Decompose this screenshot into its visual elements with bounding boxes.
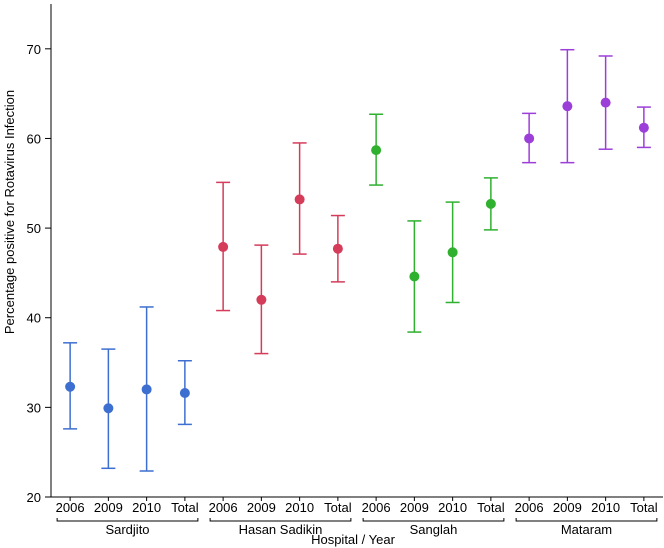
data-point [256, 294, 267, 305]
data-point [218, 241, 229, 252]
x-tick-label: 2009 [94, 500, 123, 515]
y-tick-label: 20 [27, 490, 41, 505]
data-point [179, 388, 190, 399]
y-tick-label: 30 [27, 400, 41, 415]
x-tick-label: 2010 [438, 500, 467, 515]
x-tick-label: 2010 [132, 500, 161, 515]
group-label: Mataram [561, 522, 612, 537]
x-tick-label: 2006 [209, 500, 238, 515]
data-point [562, 101, 573, 112]
group-label: Sanglah [410, 522, 458, 537]
data-point [371, 145, 382, 156]
x-axis: 2006 2009 2010 Total Sardjito 2006 2009 2010 Tot… [51, 496, 663, 537]
x-tick-label: 2009 [553, 500, 582, 515]
plot-marks [63, 48, 651, 472]
data-point [65, 381, 76, 392]
data-point [294, 194, 305, 205]
x-tick-label: Total [630, 500, 658, 515]
data-point [638, 122, 649, 133]
group-bracket [515, 518, 658, 522]
data-point [447, 247, 458, 258]
x-tick-label: Total [477, 500, 505, 515]
group-bracket [362, 518, 505, 522]
x-tick-label: 2006 [362, 500, 391, 515]
data-point [485, 198, 496, 209]
y-tick-label: 40 [27, 311, 41, 326]
x-tick-label: 2010 [591, 500, 620, 515]
group-label: Sardjito [105, 522, 149, 537]
y-axis-title: Percentage positive for Rotavirus Infect… [2, 90, 17, 334]
y-tick-label: 50 [27, 221, 41, 236]
y-axis: 20 30 40 50 60 70 [27, 4, 52, 505]
group-bracket [56, 518, 199, 522]
data-point [103, 403, 114, 414]
data-point [332, 243, 343, 254]
data-point [600, 97, 611, 108]
data-point [524, 133, 535, 144]
x-tick-label: 2009 [247, 500, 276, 515]
x-axis-title: Hospital / Year [311, 532, 396, 547]
x-tick-label: 2006 [515, 500, 544, 515]
data-point [409, 271, 420, 282]
y-tick-label: 70 [27, 42, 41, 57]
x-tick-label: 2009 [400, 500, 429, 515]
x-tick-label: Total [324, 500, 352, 515]
group-label: Hasan Sadikin [239, 522, 323, 537]
x-tick-label: 2006 [56, 500, 85, 515]
x-tick-label: Total [171, 500, 199, 515]
group-bracket [209, 518, 352, 522]
y-tick-label: 60 [27, 131, 41, 146]
data-point [141, 384, 152, 395]
x-tick-label: 2010 [285, 500, 314, 515]
